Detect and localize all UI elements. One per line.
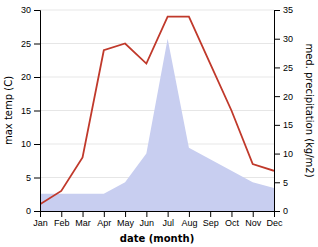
plot: JanFebMarAprMayJunJulAugSepOctNovDec0510… xyxy=(3,5,315,244)
tick-label: Feb xyxy=(54,218,70,228)
tick-label: 20 xyxy=(21,72,31,82)
tick-label: Jul xyxy=(162,218,174,228)
tick-mark xyxy=(274,10,280,11)
tick-mark xyxy=(125,211,126,217)
tick: 25 xyxy=(21,39,40,49)
tick-mark xyxy=(61,211,62,217)
tick: 0 xyxy=(26,206,40,216)
tick-mark xyxy=(274,67,280,68)
tick-mark xyxy=(34,144,40,145)
y2-axis: 0 5 10 15 20 25 30 35 xyxy=(274,5,293,216)
axis-line xyxy=(34,11,41,212)
tick-label: 25 xyxy=(283,63,293,73)
x-axis: Jan Feb Mar Apr May Jun Jul Aug Sep Oct Nov Dec xyxy=(33,211,283,228)
tick-label: 0 xyxy=(283,206,288,216)
tick-mark xyxy=(83,211,84,217)
tick: 30 xyxy=(21,5,40,15)
tick: Jan xyxy=(33,211,48,228)
tick-mark xyxy=(274,154,280,155)
tick-label: Mar xyxy=(75,218,91,228)
axis-line xyxy=(41,212,275,218)
tick-label: 10 xyxy=(283,149,293,159)
grid xyxy=(40,10,274,211)
tick-label: 5 xyxy=(283,178,288,188)
tick-mark xyxy=(34,211,40,212)
tick-label: Nov xyxy=(245,218,262,228)
tick: 15 xyxy=(274,120,293,130)
tick-label: 30 xyxy=(283,34,293,44)
tick-mark xyxy=(34,111,40,112)
tick-label: Aug xyxy=(181,218,197,228)
y-axis: 0 5 10 15 20 25 30 xyxy=(21,5,41,216)
tick: Aug xyxy=(181,211,197,228)
marks xyxy=(40,17,274,211)
tick-label: Jan xyxy=(33,218,48,228)
tick-label: Apr xyxy=(97,218,111,228)
tick: Oct xyxy=(225,211,240,228)
chart: JanFebMarAprMayJunJulAugSepOctNovDec0510… xyxy=(0,0,318,247)
tick-mark xyxy=(210,211,211,217)
tick-mark xyxy=(168,211,169,217)
tick-label: 15 xyxy=(283,120,293,130)
tick: Mar xyxy=(75,211,91,228)
tick: 0 xyxy=(274,206,288,216)
tick-label: May xyxy=(117,218,135,228)
tick-label: 15 xyxy=(21,106,31,116)
tick-label: 20 xyxy=(283,92,293,102)
tick-mark xyxy=(231,211,232,217)
tick-mark xyxy=(104,211,105,217)
tick-mark xyxy=(34,10,40,11)
tick-label: Sep xyxy=(203,218,219,228)
tick-mark xyxy=(34,178,40,179)
tick-mark xyxy=(274,96,280,97)
tick: 10 xyxy=(274,149,293,159)
tick-label: Jun xyxy=(140,218,155,228)
temperature-line xyxy=(40,17,274,205)
tick: 5 xyxy=(274,178,288,188)
tick-label: 10 xyxy=(21,139,31,149)
tick-mark xyxy=(189,211,190,217)
tick-mark xyxy=(253,211,254,217)
tick-mark xyxy=(274,39,280,40)
tick: 25 xyxy=(274,63,293,73)
tick-mark xyxy=(274,211,280,212)
tick: Nov xyxy=(245,211,262,228)
tick-mark xyxy=(34,77,40,78)
tick-mark xyxy=(34,44,40,45)
tick: 30 xyxy=(274,34,293,44)
tick: Sep xyxy=(203,211,219,228)
tick: 35 xyxy=(274,5,293,15)
tick: Jul xyxy=(162,211,174,228)
tick-mark xyxy=(274,182,280,183)
grid-line xyxy=(40,77,274,78)
tick: 5 xyxy=(26,173,40,183)
precipitation-area xyxy=(40,39,274,211)
y-axis-title: max temp (C) xyxy=(3,76,14,145)
tick-label: Oct xyxy=(225,218,240,228)
tick: Dec xyxy=(266,211,283,228)
tick-label: 5 xyxy=(26,173,31,183)
tick-mark xyxy=(274,125,280,126)
tick: 20 xyxy=(274,92,293,102)
tick-label: 30 xyxy=(21,5,31,15)
axis-line xyxy=(275,11,281,212)
tick-mark xyxy=(146,211,147,217)
tick: May xyxy=(117,211,135,228)
tick-label: 35 xyxy=(283,5,293,15)
tick-label: 0 xyxy=(26,206,31,216)
tick-label: 25 xyxy=(21,39,31,49)
tick: Feb xyxy=(54,211,70,228)
tick: 20 xyxy=(21,72,40,82)
x-axis-title: date (month) xyxy=(120,233,194,244)
tick: 10 xyxy=(21,139,40,149)
tick: Jun xyxy=(140,211,155,228)
tick-label: Dec xyxy=(266,218,283,228)
grid-line xyxy=(40,10,274,11)
tick: 15 xyxy=(21,106,40,116)
grid-line xyxy=(40,43,274,44)
tick: Apr xyxy=(97,211,111,228)
y2-axis-title: med. precipitation (kg/m2) xyxy=(304,43,315,177)
